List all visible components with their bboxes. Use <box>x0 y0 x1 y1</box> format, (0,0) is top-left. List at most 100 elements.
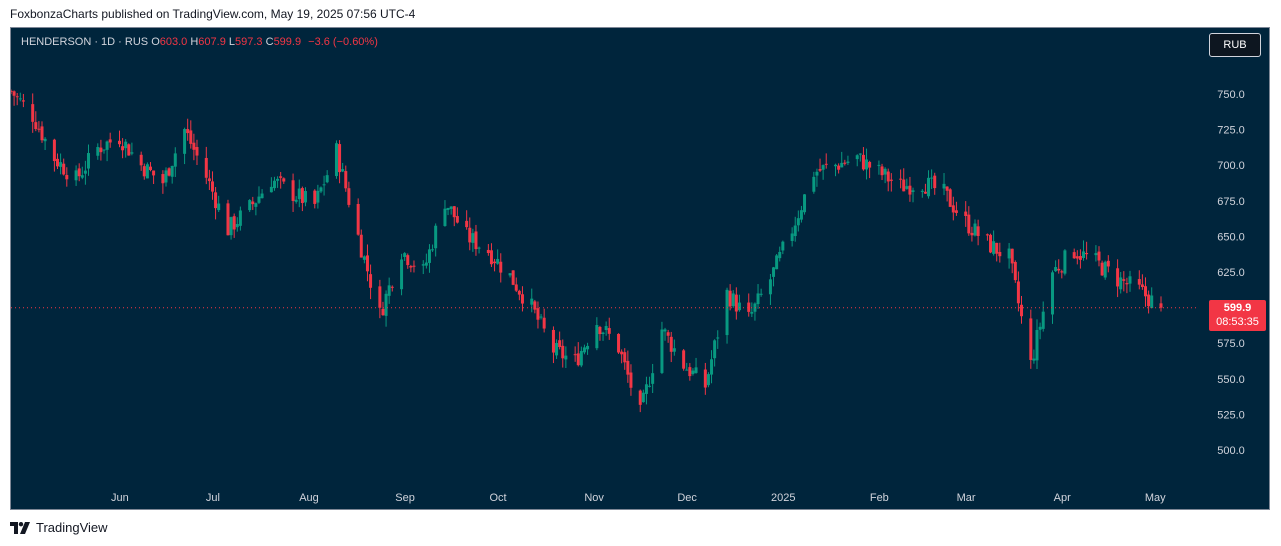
candle-body <box>617 333 621 353</box>
candle-body <box>192 142 196 150</box>
candle-body <box>768 279 772 295</box>
candle-body <box>1150 295 1154 309</box>
candle-body <box>1016 281 1020 304</box>
candle-body <box>629 372 633 388</box>
candle-body <box>145 164 149 179</box>
candle-body <box>496 258 500 264</box>
tradingview-footer[interactable]: TradingView <box>10 520 108 535</box>
candle-body <box>406 255 410 266</box>
candle-body <box>682 350 686 369</box>
candle-body <box>325 175 329 183</box>
candle-body <box>313 190 317 204</box>
candle-body <box>1094 253 1098 256</box>
candle-body <box>641 392 645 403</box>
candle-body <box>775 255 779 270</box>
close-label: C <box>265 36 274 48</box>
candle-body <box>365 255 369 272</box>
candle-body <box>555 342 559 356</box>
y-tick-label: 625.0 <box>1217 267 1245 279</box>
candle-body <box>322 184 326 186</box>
candle-body <box>1075 256 1079 259</box>
candle-body <box>601 332 605 335</box>
y-tick-label: 725.0 <box>1217 125 1245 137</box>
candle-body <box>837 165 841 170</box>
candle-body <box>424 262 428 266</box>
candle-body <box>666 332 670 336</box>
candle-body <box>1085 253 1089 255</box>
candle-body <box>121 146 125 151</box>
candle-body <box>706 374 710 386</box>
candle-body <box>1029 318 1033 360</box>
candle-body <box>564 355 568 360</box>
candle-body <box>12 91 16 96</box>
candle-body <box>710 359 714 375</box>
y-tick-label: 575.0 <box>1217 338 1245 350</box>
chart-panel[interactable]: 500.0525.0550.0575.0600.0625.0650.0675.0… <box>10 27 1270 510</box>
candle-body <box>1072 252 1076 259</box>
candle-body <box>40 126 44 141</box>
candle-body <box>731 293 735 307</box>
y-tick-label: 550.0 <box>1217 374 1245 386</box>
candle-body <box>130 152 134 154</box>
y-tick-label: 700.0 <box>1217 160 1245 172</box>
candle-body <box>821 165 825 170</box>
x-tick-label: May <box>1145 492 1166 504</box>
candle-body <box>905 186 909 189</box>
candle-body <box>43 138 47 142</box>
candle-body <box>210 181 214 192</box>
candle-body <box>195 146 199 156</box>
candle-body <box>790 233 794 241</box>
candle-body <box>384 293 388 316</box>
x-tick-label: Nov <box>584 492 604 504</box>
bar-countdown: 08:53:35 <box>1216 316 1259 328</box>
candlestick-chart[interactable]: 500.0525.0550.0575.0600.0625.0650.0675.0… <box>11 28 1269 509</box>
candle-body <box>992 241 996 254</box>
candle-body <box>276 178 280 181</box>
candle-body <box>468 227 472 243</box>
candle-body <box>920 190 924 192</box>
candle-body <box>161 174 165 184</box>
candle-body <box>449 206 453 209</box>
candle-body <box>1013 261 1017 281</box>
open-label: O <box>151 36 160 48</box>
candle-body <box>11 90 13 92</box>
candle-body <box>434 225 438 249</box>
candle-body <box>846 161 850 163</box>
candle-body <box>970 232 974 236</box>
candle-body <box>34 122 38 130</box>
currency-button[interactable]: RUB <box>1209 33 1261 57</box>
candle-body <box>514 284 518 291</box>
candle-body <box>886 171 890 182</box>
candle-body <box>108 139 112 143</box>
candle-body <box>951 205 955 213</box>
ohlc-legend: HENDERSON · 1D · RUS O603.0 H607.9 L597.… <box>21 36 378 48</box>
candle-body <box>1159 303 1163 308</box>
change-value: −3.6 (−0.60%) <box>308 36 378 48</box>
candle-body <box>431 249 435 251</box>
x-tick-label: Jun <box>111 492 129 504</box>
symbol-label[interactable]: HENDERSON · 1D · RUS <box>21 36 149 48</box>
candle-body <box>964 211 968 216</box>
candle-body <box>734 294 738 312</box>
candle-body <box>1054 267 1058 272</box>
candle-body <box>387 285 391 296</box>
candle-body <box>164 170 168 183</box>
candle-body <box>207 178 211 182</box>
candle-body <box>728 290 732 307</box>
candle-body <box>1144 286 1148 297</box>
candle-body <box>858 153 862 155</box>
candle-body <box>214 192 218 209</box>
candle-body <box>412 265 416 267</box>
candle-body <box>558 340 562 348</box>
candle-body <box>303 190 307 203</box>
candle-body <box>942 183 946 189</box>
candle-body <box>1100 262 1104 276</box>
candle-body <box>1051 272 1055 315</box>
candle-body <box>338 144 342 173</box>
candle-body <box>756 293 760 305</box>
candle-body <box>1060 271 1064 273</box>
candle-body <box>579 350 583 366</box>
candle-body <box>124 141 128 149</box>
candle-body <box>855 155 859 160</box>
candle-body <box>638 390 642 405</box>
